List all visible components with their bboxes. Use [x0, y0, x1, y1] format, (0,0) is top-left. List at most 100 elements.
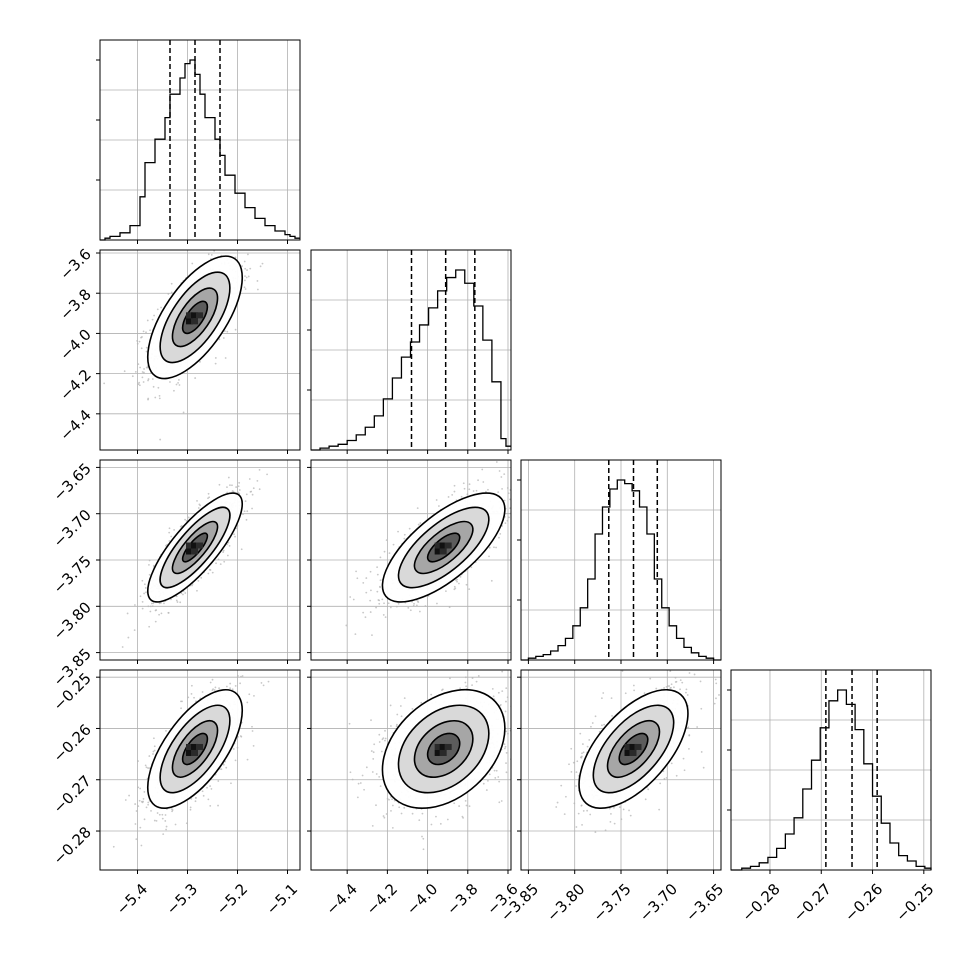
sample-point — [165, 544, 167, 547]
sample-point — [145, 346, 148, 349]
sample-point — [487, 488, 489, 491]
y-tick-label: −4.0 — [56, 326, 94, 364]
sample-point — [235, 486, 238, 488]
sample-point — [124, 799, 127, 801]
sample-point — [163, 602, 165, 605]
sample-point — [194, 800, 197, 803]
sample-point — [175, 599, 178, 602]
sample-point — [548, 441, 550, 443]
sample-point — [142, 797, 145, 800]
sample-point — [151, 605, 154, 608]
sample-point — [194, 377, 197, 379]
sample-point — [262, 230, 264, 232]
sample-point — [247, 275, 250, 278]
density-peak — [434, 542, 442, 549]
sample-point — [148, 767, 151, 770]
sample-point — [244, 267, 247, 270]
sample-point — [464, 654, 466, 656]
sample-point — [236, 746, 239, 749]
sample-point — [141, 336, 143, 338]
sample-point — [153, 745, 156, 748]
density-peak — [186, 318, 193, 325]
sample-point — [159, 438, 162, 441]
sample-point — [185, 520, 188, 522]
sample-point — [488, 555, 490, 558]
sample-point — [375, 606, 377, 609]
density-peak — [191, 743, 198, 750]
sample-point — [165, 729, 167, 732]
sample-point — [505, 700, 507, 703]
sample-point — [168, 527, 171, 530]
sample-point — [147, 801, 150, 804]
sample-point — [143, 818, 146, 821]
sample-point — [517, 525, 519, 527]
sample-point — [392, 543, 395, 546]
sample-point — [128, 794, 130, 797]
y-tick-label: −4.4 — [56, 406, 94, 444]
sample-point — [237, 491, 240, 494]
sample-point — [137, 383, 140, 386]
sample-point — [416, 600, 419, 603]
sample-point — [226, 486, 228, 489]
sample-point — [245, 518, 248, 521]
sample-point — [446, 818, 449, 821]
sample-point — [245, 493, 248, 496]
sample-point — [209, 681, 212, 684]
sample-point — [174, 823, 177, 826]
sample-point — [164, 820, 167, 822]
sample-point — [351, 778, 354, 781]
sample-point — [248, 693, 251, 696]
sample-point — [504, 745, 507, 748]
sample-point — [352, 598, 355, 601]
sample-point — [436, 602, 438, 605]
sample-point — [411, 812, 414, 815]
sample-point — [127, 636, 130, 639]
sample-point — [209, 569, 212, 571]
sample-point — [135, 838, 138, 841]
density-peak — [186, 548, 193, 555]
sample-point — [508, 516, 510, 519]
sample-point — [504, 710, 507, 713]
sample-point — [147, 605, 150, 608]
sample-point — [504, 522, 507, 525]
sample-point — [497, 491, 500, 494]
sample-point — [481, 468, 484, 471]
sample-point — [246, 269, 248, 271]
sample-point — [514, 516, 516, 518]
sample-point — [160, 612, 163, 615]
sample-point — [397, 530, 399, 533]
y-tick-label: −4.2 — [56, 366, 94, 404]
sample-point — [146, 319, 149, 322]
sample-point — [218, 483, 221, 486]
sample-point — [418, 610, 421, 613]
sample-point — [503, 499, 506, 502]
sample-point — [143, 371, 145, 374]
sample-point — [403, 806, 406, 809]
sample-point — [211, 678, 214, 681]
sample-point — [210, 253, 213, 256]
sample-point — [231, 484, 233, 487]
sample-point — [191, 584, 193, 587]
sample-point — [518, 515, 520, 517]
sample-point — [354, 633, 357, 636]
sample-point — [243, 260, 246, 263]
sample-point — [190, 797, 193, 800]
sample-point — [169, 381, 171, 383]
sample-point — [413, 602, 415, 605]
sample-point — [182, 411, 185, 414]
x-tick-label: −0.25 — [892, 880, 937, 925]
sample-point — [379, 579, 382, 582]
panel-frame — [99, 39, 301, 241]
sample-point — [246, 758, 249, 761]
sample-point — [445, 590, 447, 592]
sample-point — [243, 286, 246, 289]
sample-point — [150, 602, 153, 605]
sample-point — [237, 735, 239, 738]
sample-point — [214, 357, 217, 359]
x-tick-label: −5.2 — [213, 880, 251, 918]
sample-point — [241, 265, 243, 267]
sample-point — [256, 479, 259, 482]
density-peak — [191, 318, 198, 325]
sample-point — [364, 616, 367, 619]
sample-point — [493, 546, 495, 549]
